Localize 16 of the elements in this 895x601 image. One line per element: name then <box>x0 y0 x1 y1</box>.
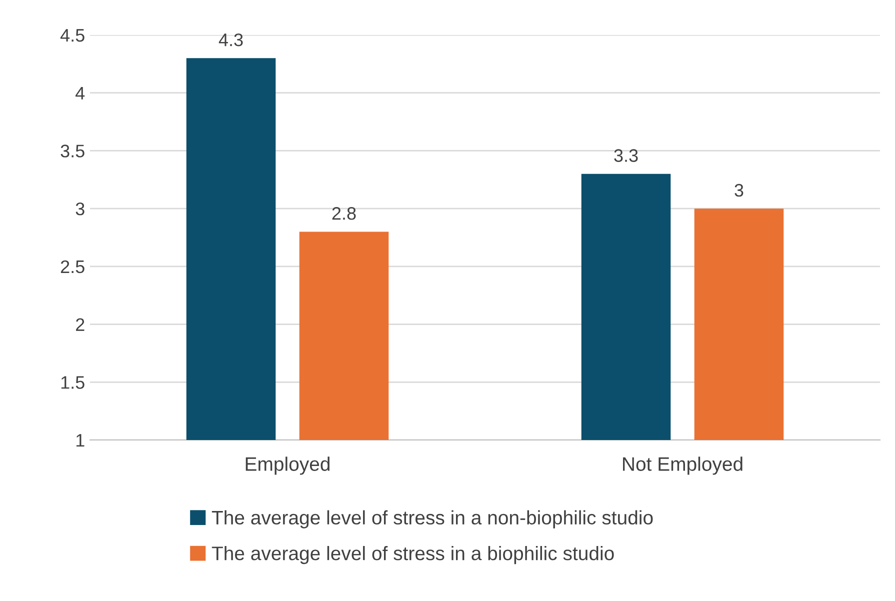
y-tick-label: 2 <box>76 318 84 331</box>
data-label: 3 <box>734 184 744 197</box>
data-label: 3.3 <box>614 149 638 162</box>
y-tick-label: 1 <box>76 434 84 447</box>
data-label: 2.8 <box>332 207 356 220</box>
y-tick-label: 3 <box>76 202 84 216</box>
y-tick-label: 4.5 <box>60 29 84 42</box>
x-tick-label: Not Employed <box>623 456 742 475</box>
y-tick-label: 4 <box>76 86 85 100</box>
y-tick-label: 3.5 <box>60 144 84 158</box>
y-tick-label: 2.5 <box>60 260 84 274</box>
y-tick-label: 1.5 <box>61 376 84 389</box>
data-label: 4.3 <box>218 33 243 46</box>
legend-label: The average level of stress in a non-biophilic studio <box>212 510 653 528</box>
x-tick-label: Employed <box>246 456 330 475</box>
legend-label: The average level of stress in a biophilic studio <box>212 546 614 564</box>
